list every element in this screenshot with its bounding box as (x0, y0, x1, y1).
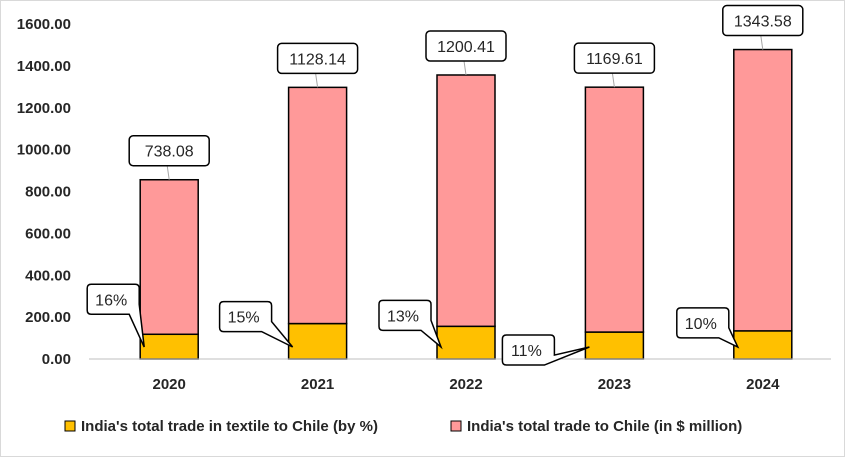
y-tick-label: 1000.00 (17, 142, 71, 159)
share-data-label: 13% (387, 308, 419, 325)
share-label-callout (501, 334, 590, 366)
y-tick-label: 1400.00 (17, 58, 71, 75)
bar-total-trade (287, 86, 348, 325)
x-category-label: 2022 (449, 376, 482, 393)
total-label-box (128, 134, 210, 167)
y-axis: 0.00 200.00 400.00 600.00 800.00 1000.00 1200.… (17, 16, 71, 368)
bars (139, 48, 793, 360)
share-data-label: 11% (511, 343, 542, 360)
bar-total-trade (584, 86, 645, 333)
x-category-label: 2020 (153, 376, 186, 393)
y-tick-label: 0.00 (42, 351, 71, 368)
x-axis-categories: 2020 2021 2022 2023 2024 (153, 376, 781, 393)
share-label-callout (676, 307, 740, 349)
y-tick-label: 400.00 (25, 267, 71, 284)
bar-textile-share (436, 325, 496, 360)
legend-swatch-textile (64, 420, 76, 432)
legend-label-total: India's total trade to Chile (in $ milli… (467, 418, 742, 435)
share-label-callout (218, 300, 294, 348)
legend-label-textile: India's total trade in textile to Chile … (81, 418, 378, 435)
legend: India's total trade in textile to Chile … (64, 418, 742, 435)
total-label-box (276, 42, 359, 75)
x-category-label: 2024 (746, 376, 780, 393)
legend-item-textile: India's total trade in textile to Chile … (64, 418, 378, 435)
total-label-box (573, 42, 656, 74)
total-label-leader (315, 73, 319, 88)
y-tick-label: 600.00 (25, 225, 71, 242)
total-data-label: 738.08 (145, 144, 194, 161)
bar-textile-share (733, 330, 793, 360)
y-tick-label: 800.00 (25, 184, 71, 201)
x-category-label: 2021 (301, 376, 334, 393)
data-labels: 738.08 16% 1128.14 15% 1200.41 13% 1169.61 11% 1… (86, 4, 804, 366)
y-tick-label: 1600.00 (17, 16, 71, 33)
total-data-label: 1200.41 (437, 39, 495, 56)
share-data-label: 16% (95, 292, 127, 309)
total-label-box (722, 4, 804, 37)
total-label-box (425, 30, 507, 62)
total-label-leader (463, 60, 467, 76)
legend-swatch-total (450, 420, 462, 432)
total-label-leader (760, 35, 764, 50)
y-tick-label: 1200.00 (17, 100, 71, 117)
y-tick-label: 200.00 (25, 309, 71, 326)
total-data-label: 1169.61 (586, 51, 643, 68)
total-data-label: 1343.58 (734, 14, 792, 31)
share-data-label: 15% (228, 310, 260, 327)
share-label-callout (86, 283, 145, 348)
bar-total-trade (436, 74, 496, 328)
legend-item-total: India's total trade to Chile (in $ milli… (450, 418, 742, 435)
bar-textile-share (139, 333, 199, 360)
x-category-label: 2023 (598, 376, 631, 393)
share-label-callout (378, 299, 443, 350)
bar-total-trade (139, 178, 199, 336)
total-label-leader (166, 165, 170, 180)
bar-total-trade (733, 48, 793, 332)
bar-textile-share (584, 331, 645, 360)
total-data-label: 1128.14 (289, 51, 346, 68)
total-label-leader (611, 73, 615, 88)
bar-textile-share (287, 322, 348, 360)
share-data-label: 10% (685, 316, 717, 333)
